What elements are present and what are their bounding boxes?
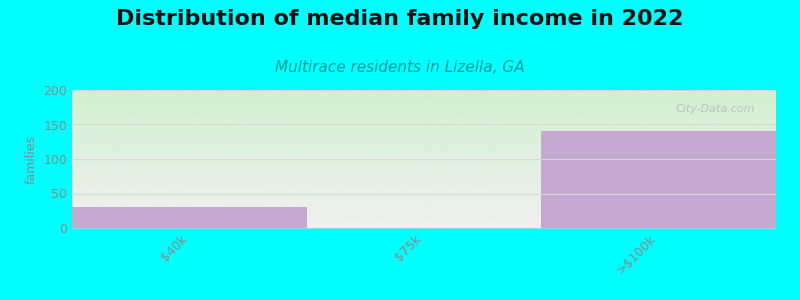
Text: Distribution of median family income in 2022: Distribution of median family income in … bbox=[116, 9, 684, 29]
Bar bbox=[542, 131, 776, 228]
Text: City-Data.com: City-Data.com bbox=[675, 104, 755, 114]
Y-axis label: families: families bbox=[25, 134, 38, 184]
Text: Multirace residents in Lizella, GA: Multirace residents in Lizella, GA bbox=[275, 60, 525, 75]
Bar bbox=[72, 207, 306, 228]
